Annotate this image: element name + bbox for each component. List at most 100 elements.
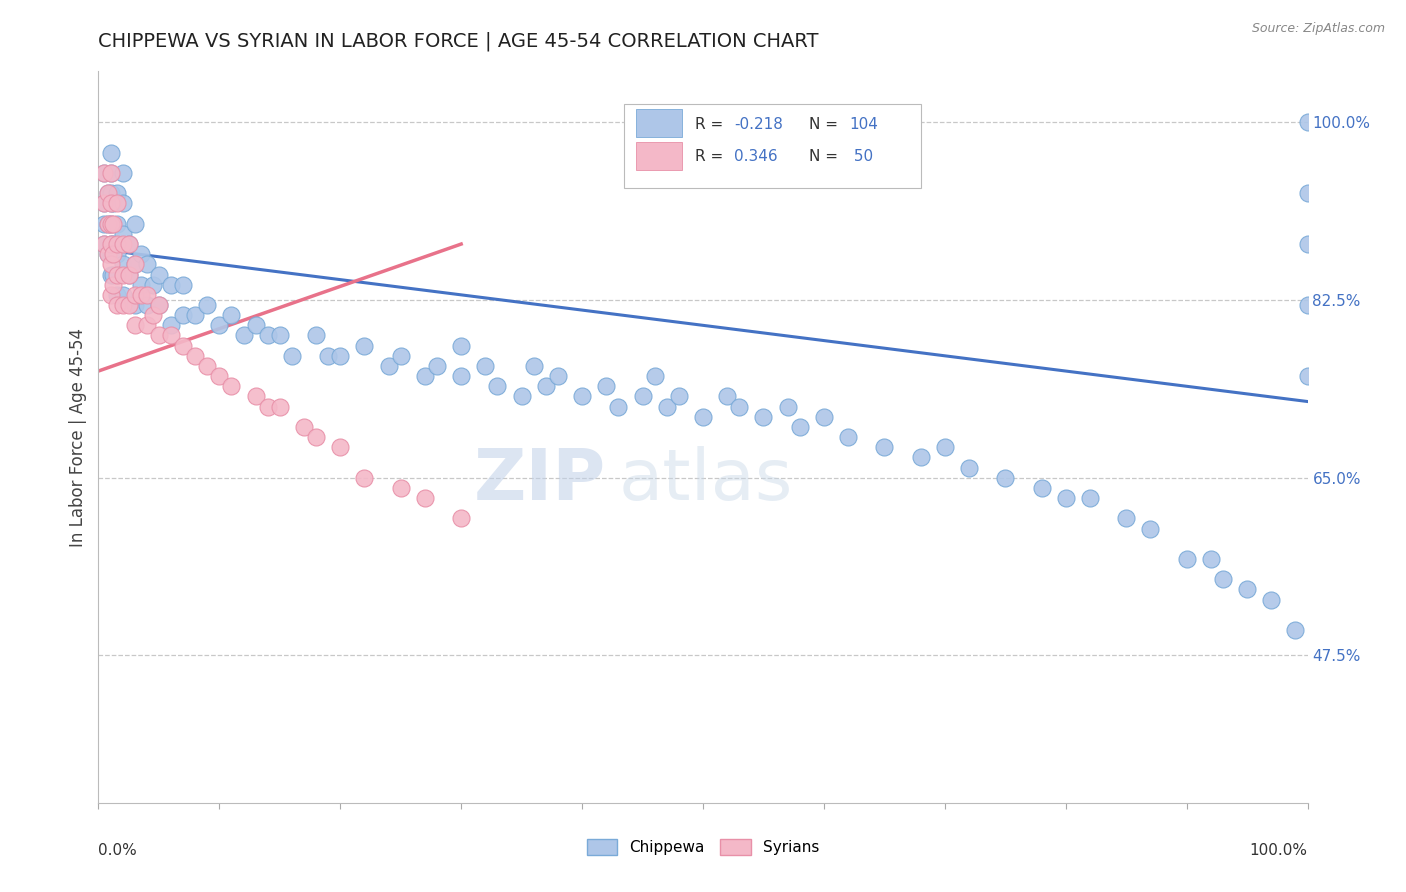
Point xyxy=(135,318,157,333)
Legend: Chippewa, Syrians: Chippewa, Syrians xyxy=(581,833,825,861)
Point xyxy=(111,268,134,282)
Point xyxy=(97,186,120,201)
Point xyxy=(142,308,165,322)
Point xyxy=(1284,623,1306,637)
Point xyxy=(93,217,115,231)
Point xyxy=(994,471,1017,485)
Text: 104: 104 xyxy=(849,117,879,131)
Point xyxy=(135,257,157,271)
Point xyxy=(97,186,120,201)
Point xyxy=(100,186,122,201)
Point xyxy=(124,257,146,271)
Text: -0.218: -0.218 xyxy=(734,117,783,131)
Point xyxy=(111,298,134,312)
Point xyxy=(160,318,183,333)
Point xyxy=(1212,572,1234,586)
Text: 50: 50 xyxy=(849,150,873,164)
Text: 0.346: 0.346 xyxy=(734,150,778,164)
Point xyxy=(105,247,128,261)
Point xyxy=(172,308,194,322)
Point xyxy=(450,511,472,525)
Point xyxy=(221,308,243,322)
Point xyxy=(426,359,449,373)
Point xyxy=(101,237,124,252)
Point xyxy=(692,409,714,424)
Point xyxy=(221,379,243,393)
Point xyxy=(644,369,666,384)
Point xyxy=(208,369,231,384)
Point xyxy=(353,338,375,352)
Point xyxy=(305,328,328,343)
Point xyxy=(100,217,122,231)
Point xyxy=(93,166,115,180)
Point xyxy=(101,277,124,292)
Point xyxy=(135,288,157,302)
Point xyxy=(105,268,128,282)
Point xyxy=(118,237,141,252)
Point xyxy=(450,369,472,384)
Point xyxy=(105,237,128,252)
Point xyxy=(413,369,436,384)
Point xyxy=(1031,481,1053,495)
Point xyxy=(232,328,254,343)
Point xyxy=(118,298,141,312)
Point xyxy=(547,369,569,384)
Point xyxy=(124,257,146,271)
Point xyxy=(172,277,194,292)
FancyBboxPatch shape xyxy=(637,110,682,137)
Point xyxy=(655,400,678,414)
Point xyxy=(269,400,291,414)
Point xyxy=(389,349,412,363)
Point xyxy=(111,237,134,252)
Point xyxy=(329,349,352,363)
Point xyxy=(172,338,194,352)
Point xyxy=(1296,186,1319,201)
Point xyxy=(377,359,399,373)
Point xyxy=(100,268,122,282)
Point xyxy=(305,430,328,444)
Text: Source: ZipAtlas.com: Source: ZipAtlas.com xyxy=(1251,22,1385,36)
Point xyxy=(124,318,146,333)
Point xyxy=(100,166,122,180)
Point xyxy=(607,400,630,414)
Point xyxy=(97,217,120,231)
Point xyxy=(111,288,134,302)
Point xyxy=(118,268,141,282)
Point xyxy=(93,237,115,252)
FancyBboxPatch shape xyxy=(624,104,921,188)
Point xyxy=(1296,369,1319,384)
Point xyxy=(245,318,267,333)
Point xyxy=(100,237,122,252)
Point xyxy=(837,430,859,444)
Point xyxy=(281,349,304,363)
Point xyxy=(1115,511,1137,525)
Point xyxy=(1236,582,1258,597)
Point xyxy=(129,247,152,261)
Point xyxy=(105,288,128,302)
FancyBboxPatch shape xyxy=(637,143,682,170)
Point xyxy=(124,298,146,312)
Point xyxy=(413,491,436,505)
Point xyxy=(752,409,775,424)
Point xyxy=(129,277,152,292)
Point xyxy=(668,389,690,403)
Point xyxy=(571,389,593,403)
Point xyxy=(124,217,146,231)
Point xyxy=(160,277,183,292)
Text: 100.0%: 100.0% xyxy=(1250,843,1308,858)
Point xyxy=(523,359,546,373)
Point xyxy=(631,389,654,403)
Point xyxy=(100,257,122,271)
Point xyxy=(111,166,134,180)
Point xyxy=(97,247,120,261)
Point xyxy=(474,359,496,373)
Point xyxy=(292,420,315,434)
Point xyxy=(329,440,352,454)
Point xyxy=(716,389,738,403)
Point xyxy=(1054,491,1077,505)
Point xyxy=(148,298,170,312)
Point xyxy=(510,389,533,403)
Text: ZIP: ZIP xyxy=(474,447,606,516)
Text: atlas: atlas xyxy=(619,447,793,516)
Point xyxy=(776,400,799,414)
